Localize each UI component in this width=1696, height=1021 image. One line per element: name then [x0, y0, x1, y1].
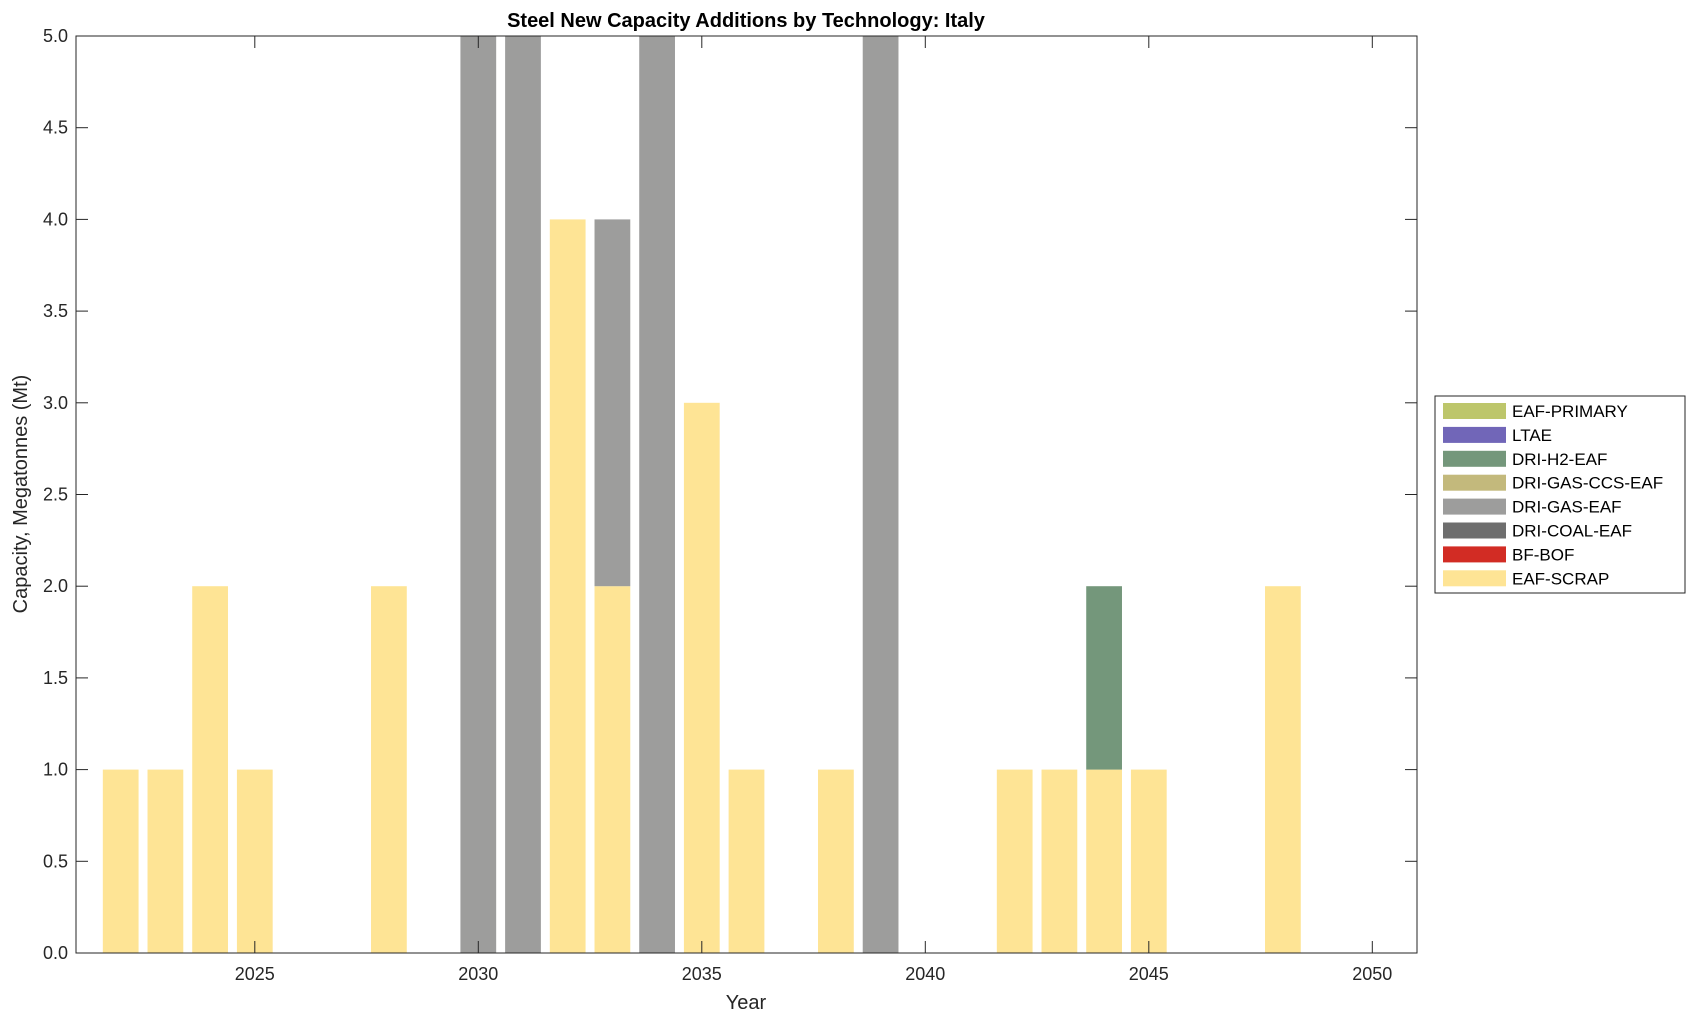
legend-label: EAF-PRIMARY	[1512, 402, 1628, 421]
legend-swatch-eaf-scrap	[1443, 570, 1506, 587]
bar-eaf-scrap-2022	[102, 769, 139, 953]
bar-eaf-scrap-2024	[192, 586, 228, 953]
bar-eaf-scrap-2035	[683, 402, 720, 953]
y-tick-label: 3.0	[43, 393, 68, 413]
bar-eaf-scrap-2038	[818, 769, 854, 953]
x-tick-label: 2035	[682, 964, 722, 984]
bar-eaf-scrap-2048	[1265, 586, 1301, 953]
legend-swatch-ltae	[1443, 426, 1506, 443]
y-tick-label: 1.5	[43, 668, 68, 688]
x-tick-label: 2050	[1352, 964, 1392, 984]
bar-eaf-scrap-2028	[371, 586, 407, 953]
bar-dri-h2-eaf-2044	[1086, 586, 1122, 770]
y-tick-label: 5.0	[43, 26, 68, 46]
x-axis: 2025 2030 2035 2040 2045 2050	[235, 36, 1392, 984]
y-tick-label: 0.0	[43, 943, 68, 963]
y-axis-title: Capacity, Megatonnes (Mt)	[10, 375, 32, 614]
legend-swatch-dri-h2-eaf	[1443, 450, 1506, 467]
bar-eaf-scrap-2042	[996, 769, 1033, 953]
bar-eaf-scrap-2036	[728, 769, 765, 953]
y-tick-label: 4.5	[43, 118, 68, 138]
chart-title: Steel New Capacity Additions by Technolo…	[507, 10, 986, 32]
y-tick-label: 3.5	[43, 301, 68, 321]
bars-layer	[102, 36, 1301, 953]
bar-eaf-scrap-2044	[1086, 769, 1122, 953]
legend-label: DRI-GAS-CCS-EAF	[1512, 474, 1663, 493]
bar-dri-gas-eaf-2031	[505, 36, 541, 953]
x-tick-label: 2040	[905, 964, 945, 984]
x-tick-label: 2025	[235, 964, 275, 984]
legend-swatch-eaf-primary	[1443, 403, 1506, 419]
legend-label: DRI-H2-EAF	[1512, 450, 1607, 469]
legend-swatch-bf-bof	[1443, 546, 1506, 563]
legend-label: EAF-SCRAP	[1512, 569, 1609, 588]
bar-eaf-scrap-2032	[549, 219, 586, 953]
bar-eaf-scrap-2045	[1130, 769, 1167, 953]
y-tick-label: 2.5	[43, 485, 68, 505]
y-tick-label: 2.0	[43, 576, 68, 596]
bar-dri-gas-eaf-2030	[460, 36, 497, 953]
y-tick-label: 4.0	[43, 209, 68, 229]
legend-swatch-dri-coal-eaf	[1443, 522, 1506, 539]
bar-dri-gas-eaf-2034	[639, 36, 675, 953]
bar-eaf-scrap-2025	[236, 769, 273, 953]
legend-swatch-dri-gas-ccs-eaf	[1443, 474, 1506, 491]
legend-label: LTAE	[1512, 426, 1552, 445]
legend-swatch-dri-gas-eaf	[1443, 498, 1506, 515]
legend-label: DRI-COAL-EAF	[1512, 522, 1632, 541]
x-axis-title: Year	[726, 992, 767, 1014]
bar-eaf-scrap-2043	[1041, 769, 1078, 953]
x-tick-label: 2030	[458, 964, 498, 984]
bar-eaf-scrap-2023	[147, 769, 184, 953]
legend: EAF-PRIMARY LTAE DRI-H2-EAF DRI-GAS-CCS-EAF…	[1434, 395, 1686, 594]
x-tick-label: 2045	[1129, 964, 1169, 984]
bar-eaf-scrap-2033	[594, 586, 631, 953]
bar-dri-gas-eaf-2039	[862, 36, 899, 953]
legend-label: BF-BOF	[1512, 545, 1574, 564]
legend-label: DRI-GAS-EAF	[1512, 498, 1622, 517]
y-tick-label: 1.0	[43, 760, 68, 780]
y-axis: 0.0 0.5 1.0 1.5 2.0 2.5 3.0 3.5 4.0 4.5 5.0	[43, 26, 1417, 963]
y-tick-label: 0.5	[43, 851, 68, 871]
bar-dri-gas-eaf-2033	[594, 219, 631, 587]
